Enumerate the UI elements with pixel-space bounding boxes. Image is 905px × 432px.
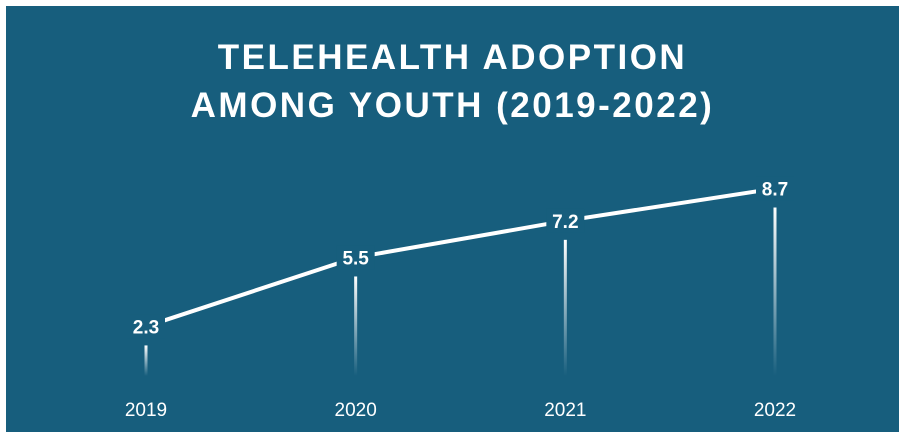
data-label-background [127, 314, 165, 339]
drop-line-2021 [563, 239, 567, 376]
series-line [145, 186, 776, 329]
data-label: 2.3 [133, 317, 159, 338]
x-tick-label: 2019 [125, 400, 167, 421]
data-label: 5.5 [342, 248, 369, 269]
drop-line-2020 [354, 276, 358, 376]
chart-title: TELEHEALTH ADOPTION AMONG YOUTH (2019-20… [190, 38, 715, 125]
line-chart: 2.3 5.5 7.2 8.7 2019 2020 2021 2022 [125, 176, 796, 421]
chart-panel: TELEHEALTH ADOPTION AMONG YOUTH (2019-20… [6, 6, 899, 432]
drop-line-2022 [773, 207, 777, 376]
data-label-background [336, 245, 375, 270]
data-labels: 2.3 5.5 7.2 8.7 [127, 176, 794, 339]
x-axis-tick-labels: 2019 2020 2021 2022 [125, 400, 796, 421]
x-tick-label: 2020 [335, 400, 377, 421]
drop-lines [144, 207, 777, 376]
x-tick-label: 2021 [544, 400, 586, 421]
drop-line-2019 [144, 345, 148, 376]
data-label-background [546, 208, 585, 233]
x-tick-label: 2022 [754, 400, 796, 421]
data-label: 8.7 [762, 180, 788, 201]
data-label: 7.2 [552, 212, 578, 233]
data-label-background [756, 176, 794, 201]
